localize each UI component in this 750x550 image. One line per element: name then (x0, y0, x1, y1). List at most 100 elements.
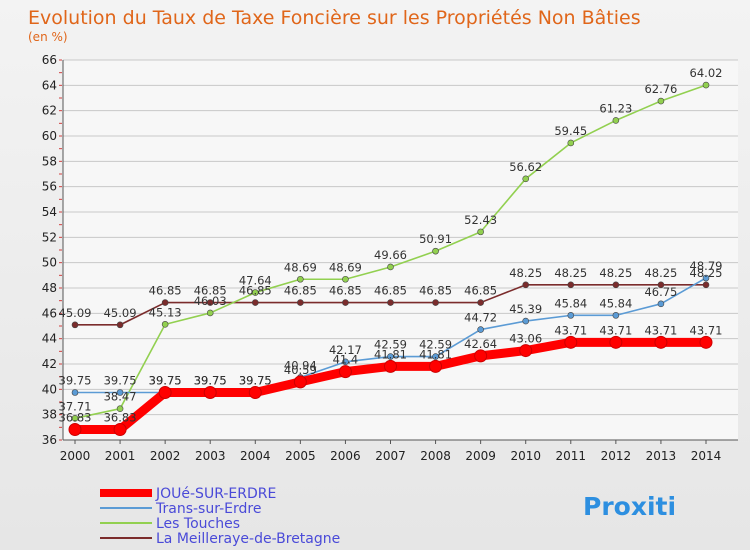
data-label: 42.59 (419, 338, 452, 352)
data-label: 42.64 (464, 337, 497, 351)
data-point (342, 299, 349, 306)
data-point (702, 274, 710, 282)
data-label: 39.75 (194, 374, 227, 388)
y-tick-label: 50 (42, 256, 57, 270)
y-tick-label: 44 (42, 332, 57, 346)
data-point (477, 326, 484, 333)
data-label: 48.25 (509, 266, 542, 280)
data-point (699, 335, 713, 349)
data-label: 48.79 (690, 259, 723, 273)
data-point (657, 97, 665, 105)
data-label: 43.71 (599, 323, 632, 337)
legend-entry: Les Touches (156, 516, 240, 532)
data-label: 39.75 (149, 374, 182, 388)
y-tick-label: 64 (42, 78, 57, 92)
chart-title: Evolution du Taux de Taxe Foncière sur l… (28, 7, 641, 29)
data-point (612, 312, 620, 319)
data-point (251, 299, 259, 306)
data-point (477, 299, 484, 306)
data-point (203, 386, 217, 399)
data-point (522, 317, 530, 325)
data-point (564, 335, 578, 349)
data-label: 36.83 (104, 410, 137, 424)
data-label: 48.25 (554, 266, 587, 280)
data-point (519, 344, 533, 358)
data-label: 40.59 (284, 363, 317, 377)
data-point (206, 309, 214, 317)
data-label: 59.45 (554, 124, 587, 138)
data-label: 46.85 (284, 284, 317, 298)
data-point (342, 358, 349, 366)
data-point (702, 281, 710, 289)
data-label: 62.76 (644, 82, 677, 96)
data-label: 61.23 (599, 101, 632, 115)
data-label: 36.83 (59, 410, 92, 424)
x-tick-label: 2014 (691, 449, 722, 463)
logo-text: Proxiti (583, 492, 676, 521)
data-label: 50.91 (419, 232, 452, 246)
y-tick-label: 40 (42, 382, 57, 396)
data-point (432, 353, 439, 360)
data-label: 47.64 (239, 274, 272, 288)
y-tick-label: 46 (42, 306, 57, 320)
y-tick-label: 62 (42, 104, 57, 118)
data-point (522, 175, 530, 183)
x-tick-label: 2008 (420, 449, 451, 463)
data-label: 45.09 (104, 306, 137, 320)
data-label: 45.39 (509, 302, 542, 316)
data-point (432, 247, 439, 255)
grid (63, 59, 738, 441)
data-label: 46.85 (464, 284, 497, 298)
y-tick-label: 52 (42, 230, 57, 244)
y-tick-label: 42 (42, 357, 57, 371)
data-point (384, 359, 397, 373)
data-point (68, 422, 82, 436)
data-label: 48.25 (644, 266, 677, 280)
data-label: 38.47 (104, 390, 137, 404)
data-point (654, 335, 668, 349)
data-point (116, 405, 124, 413)
data-label: 49.66 (374, 248, 407, 262)
proxiti-logo: Proxiti (583, 492, 676, 521)
data-point (657, 281, 665, 289)
data-label: 40.94 (284, 358, 317, 372)
y-tick-label: 54 (42, 205, 57, 219)
data-point (609, 335, 623, 349)
data-point (342, 275, 349, 283)
data-label: 45.09 (59, 306, 92, 320)
data-point (429, 359, 443, 373)
data-point (702, 81, 710, 89)
data-label: 52.43 (464, 213, 497, 227)
x-tick-label: 2007 (375, 449, 406, 463)
x-tick-label: 2003 (195, 449, 226, 463)
series-lines (68, 81, 713, 436)
data-point (338, 365, 352, 379)
data-label: 41.81 (374, 347, 407, 361)
data-label: 46.85 (149, 284, 182, 298)
data-label: 46.03 (194, 294, 227, 308)
x-tick-label: 2006 (330, 449, 361, 463)
legend-entry: La Meilleraye-de-Bretagne (156, 531, 340, 547)
data-label: 39.75 (149, 374, 182, 388)
plot-area (63, 60, 738, 440)
data-point (657, 300, 665, 308)
data-point (248, 386, 262, 399)
data-point (432, 299, 439, 306)
data-point (71, 415, 79, 422)
data-point (161, 321, 169, 328)
data-label: 46.75 (644, 285, 677, 299)
data-point (522, 281, 530, 289)
data-label: 48.25 (599, 266, 632, 280)
data-point (116, 389, 124, 396)
x-tick-label: 2010 (510, 449, 541, 463)
data-point (297, 275, 304, 283)
data-label: 37.71 (59, 399, 92, 413)
data-label: 39.75 (104, 374, 137, 388)
x-tick-label: 2004 (240, 449, 271, 463)
x-tick-label: 2001 (105, 449, 136, 463)
data-label: 39.75 (239, 374, 272, 388)
data-point (477, 228, 484, 236)
data-label: 48.69 (329, 260, 362, 274)
